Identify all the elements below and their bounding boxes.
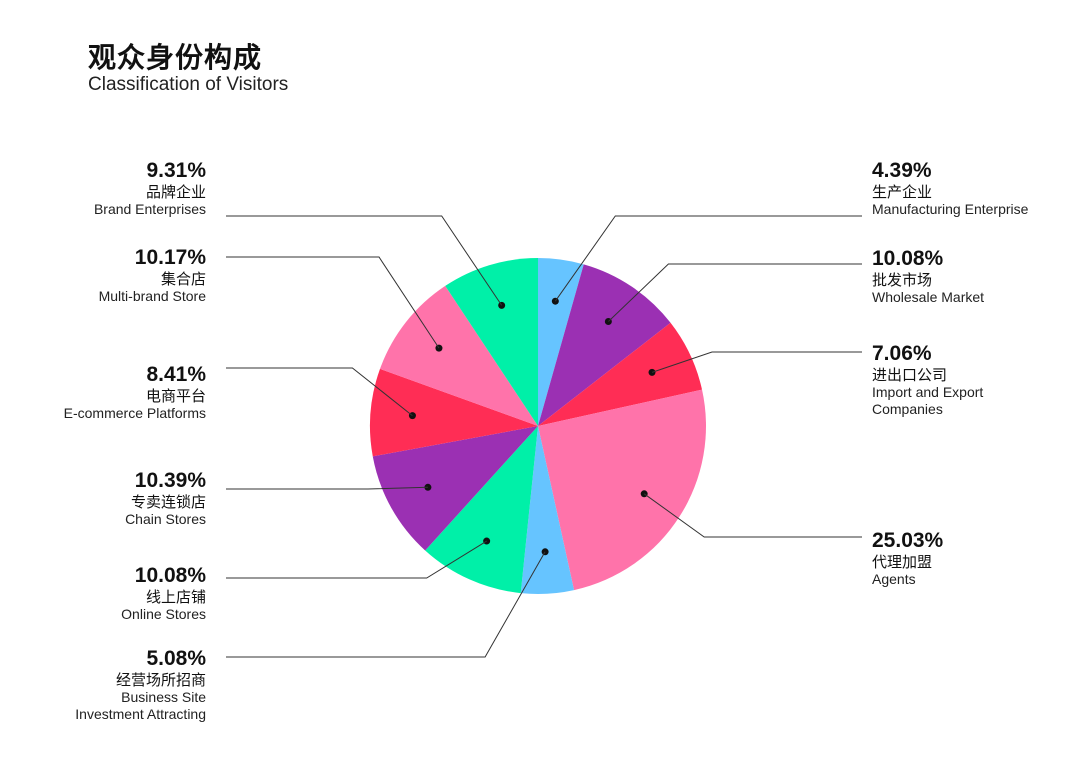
pie-slice: [445, 258, 538, 426]
slice-label: 10.08% 线上店铺 Online Stores: [121, 563, 206, 623]
pie-slice: [538, 258, 584, 426]
slice-label-en: Manufacturing Enterprise: [872, 201, 1029, 218]
slice-label-zh: 生产企业: [872, 183, 933, 202]
slice-percent: 10.17%: [134, 246, 206, 269]
slice-label-en: Investment Attracting: [75, 705, 206, 722]
pie-slice: [380, 285, 538, 426]
slice-label: 7.06% 进出口公司 Import and Export Companies: [872, 341, 983, 418]
slice-label-zh: 经营场所招商: [115, 671, 206, 690]
slice-label: 9.31% 品牌企业 Brand Enterprises: [94, 158, 206, 218]
leader-line: [651, 351, 862, 373]
slice-percent: 4.39%: [872, 159, 932, 182]
slice-label-en: Companies: [872, 400, 943, 417]
leader-line: [226, 256, 440, 349]
leader-line: [554, 215, 862, 302]
leader-line: [643, 493, 862, 538]
leader-line: [608, 263, 862, 322]
slice-dot: [640, 490, 648, 498]
slice-label-en: Business Site: [121, 689, 206, 706]
slice-label-zh: 批发市场: [872, 271, 933, 290]
slice-label-en: Brand Enterprises: [93, 201, 206, 218]
slice-label: 10.39% 专卖连锁店 Chain Stores: [125, 468, 206, 528]
slice-label-en: Import and Export: [872, 384, 984, 401]
slice-label-zh: 集合店: [160, 270, 206, 289]
slice-label-zh: 电商平台: [145, 387, 206, 406]
leader-line: [226, 551, 546, 658]
chart-title: 观众身份构成: [88, 41, 263, 74]
slice-percent: 8.41%: [146, 363, 206, 386]
slice-label-en: E-commerce Platforms: [63, 405, 206, 422]
slice-label-zh: 品牌企业: [145, 183, 206, 202]
slice-label: 4.39% 生产企业 Manufacturing Enterprise: [872, 158, 1028, 218]
slice-percent: 25.03%: [872, 529, 944, 552]
slice-label-en: Wholesale Market: [872, 289, 985, 306]
slice-label: 25.03% 代理加盟 Agents: [872, 528, 943, 588]
pie-slice: [369, 368, 538, 457]
pie-slice: [372, 426, 538, 551]
leader-line: [226, 215, 503, 306]
pie-slice: [425, 426, 538, 594]
slice-label-en: Online Stores: [121, 606, 206, 623]
leader-line: [226, 540, 487, 579]
slice-label-zh: 进出口公司: [872, 366, 948, 385]
pie-slice: [538, 322, 703, 426]
pie-slice: [538, 264, 671, 426]
slice-label-zh: 专卖连锁店: [130, 493, 206, 512]
leader-line: [226, 486, 428, 490]
slice-label-zh: 线上店铺: [145, 588, 206, 607]
slice-percent: 10.08%: [872, 247, 944, 270]
slice-label: 10.17% 集合店 Multi-brand Store: [99, 245, 206, 305]
slice-label-zh: 代理加盟: [872, 553, 933, 572]
slice-label: 10.08% 批发市场 Wholesale Market: [872, 246, 984, 306]
slice-dot: [541, 548, 549, 556]
slice-percent: 7.06%: [872, 342, 932, 365]
pie-slice: [520, 426, 575, 595]
slice-dot: [424, 483, 432, 491]
slice-percent: 10.08%: [134, 564, 206, 587]
slice-label-en: Chain Stores: [125, 511, 206, 528]
slice-label: 8.41% 电商平台 E-commerce Platforms: [64, 362, 206, 422]
leader-line: [226, 367, 413, 416]
slice-label-en: Agents: [872, 571, 916, 588]
pie-slice: [538, 389, 706, 591]
slice-percent: 9.31%: [146, 159, 206, 182]
slice-percent: 10.39%: [134, 469, 206, 492]
slice-label: 5.08% 经营场所招商 Business Site Investment Attra…: [75, 646, 206, 723]
chart-subtitle: Classification of Visitors: [88, 74, 289, 95]
slice-label-en: Multi-brand Store: [98, 288, 206, 305]
slice-percent: 5.08%: [146, 647, 206, 670]
